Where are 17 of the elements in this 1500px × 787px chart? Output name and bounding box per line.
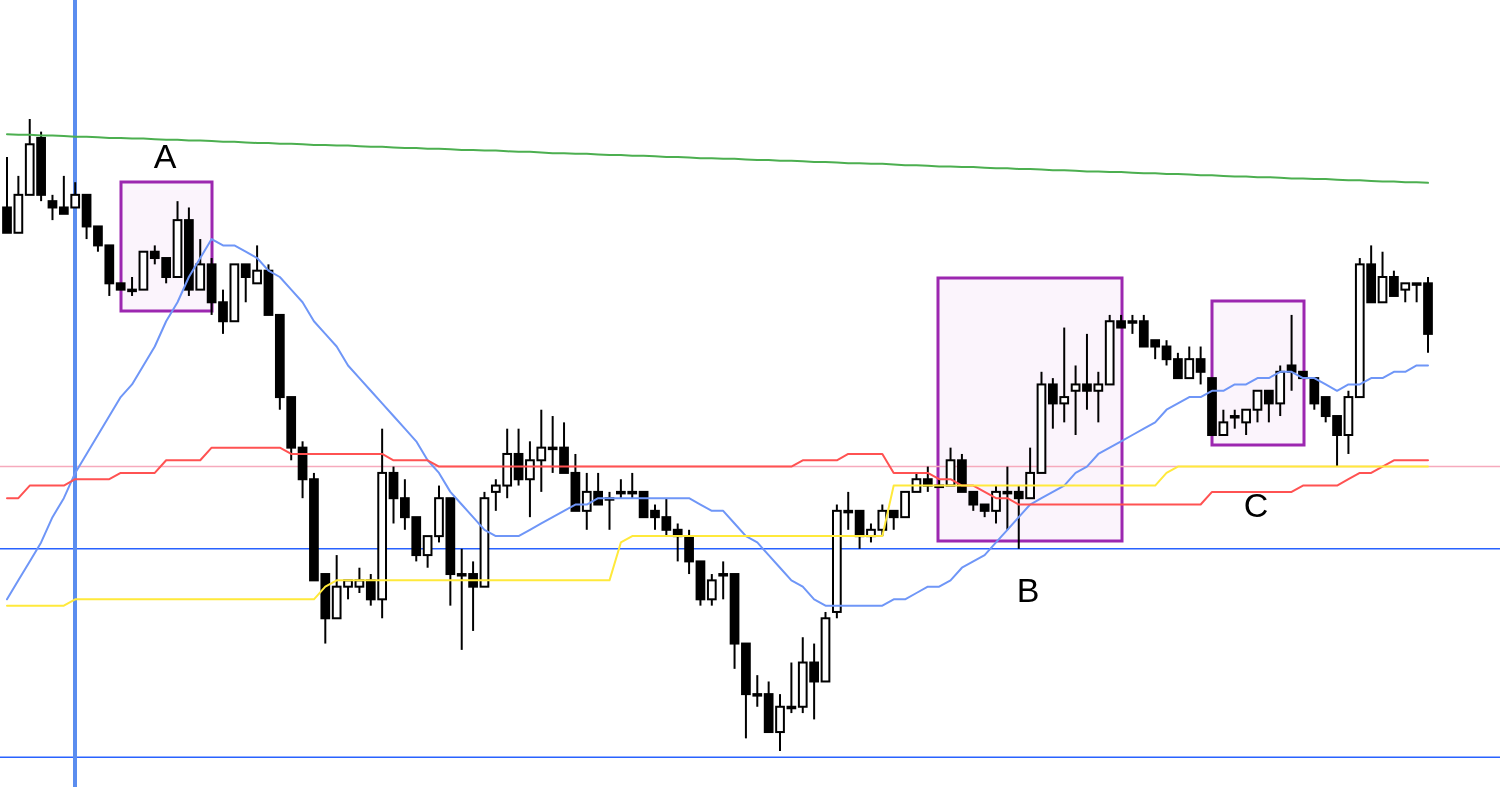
- candlestick: [1218, 408, 1229, 436]
- candlestick: [786, 661, 797, 715]
- annotation: C: [1243, 486, 1269, 524]
- candlestick: [1127, 313, 1138, 335]
- candlestick: [922, 465, 933, 493]
- candlestick: [1252, 389, 1263, 424]
- candlestick: [47, 193, 58, 222]
- candlestick: [1002, 465, 1013, 531]
- candlestick: [718, 560, 729, 601]
- candlestick: [1161, 339, 1172, 367]
- candlestick: [1411, 282, 1422, 304]
- annotation: B: [1016, 571, 1040, 609]
- candlestick: [422, 535, 433, 569]
- candlestick: [706, 573, 717, 607]
- candlestick: [1195, 345, 1206, 386]
- candlestick: [1070, 364, 1081, 436]
- annotation: A: [153, 137, 177, 175]
